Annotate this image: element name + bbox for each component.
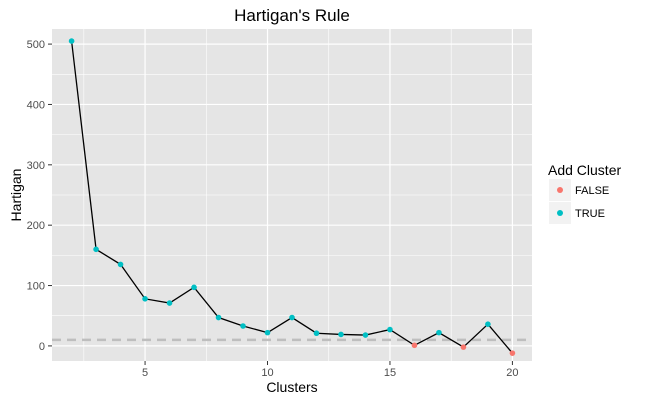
legend-title: Add Cluster: [548, 162, 621, 178]
x-axis-title: Clusters: [266, 379, 317, 395]
legend-key-true: [557, 210, 563, 216]
legend: Add Cluster FALSE TRUE: [548, 162, 621, 224]
chart-title: Hartigan's Rule: [234, 6, 350, 25]
legend-entries: FALSE TRUE: [549, 179, 609, 224]
x-tick-label: 20: [506, 367, 518, 379]
y-tick-label: 400: [27, 99, 45, 111]
data-points: [68, 38, 516, 356]
data-point-10: [264, 329, 271, 336]
data-point-8: [215, 314, 222, 321]
y-tick-label: 500: [27, 39, 45, 51]
data-point-14: [362, 332, 369, 338]
data-point-12: [313, 330, 320, 337]
data-point-5: [142, 296, 148, 302]
legend-label-true: TRUE: [575, 208, 605, 220]
data-point-6: [166, 300, 173, 306]
data-point-7: [191, 284, 197, 291]
data-point-20: [509, 350, 516, 356]
legend-key-false: [557, 187, 563, 193]
x-tick-label: 5: [142, 367, 148, 379]
grid-major: [52, 29, 532, 361]
data-point-3: [93, 246, 99, 253]
x-tick-label: 10: [261, 367, 273, 379]
y-tick-label: 100: [27, 281, 45, 293]
data-point-4: [117, 261, 124, 268]
x-tick-label: 15: [384, 367, 396, 379]
data-point-2: [68, 38, 75, 44]
y-tick-label: 300: [27, 160, 45, 172]
y-axis-ticks: 0 100 200 300 400 500: [27, 39, 52, 353]
data-point-17: [436, 329, 442, 336]
data-point-11: [289, 314, 295, 321]
y-tick-label: 200: [27, 220, 45, 232]
y-tick-label: 0: [39, 341, 45, 353]
data-point-16: [411, 342, 418, 349]
data-point-13: [338, 331, 344, 338]
x-axis-ticks: 5 10 15 20: [142, 361, 519, 379]
data-point-19: [485, 321, 491, 327]
y-axis-title: Hartigan: [8, 169, 24, 222]
data-point-15: [387, 326, 393, 333]
grid-minor: [52, 29, 532, 361]
data-point-18: [460, 344, 467, 350]
data-point-9: [240, 323, 246, 329]
legend-label-false: FALSE: [575, 185, 609, 197]
